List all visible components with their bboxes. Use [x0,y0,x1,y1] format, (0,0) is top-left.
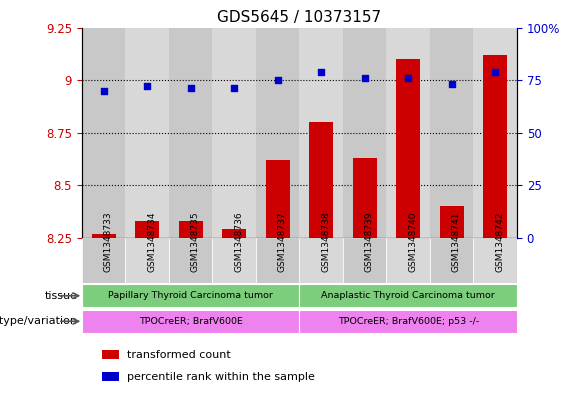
Point [186,85,195,92]
Bar [169,238,212,283]
Text: TPOCreER; BrafV600E; p53 -/-: TPOCreER; BrafV600E; p53 -/- [338,317,479,326]
Text: GSM1348736: GSM1348736 [234,211,243,272]
Bar [299,284,517,307]
Bar [125,238,169,283]
Bar [212,28,256,238]
Bar [440,206,464,238]
Point [229,85,238,92]
Text: GSM1348737: GSM1348737 [278,211,286,272]
Text: GSM1348740: GSM1348740 [408,211,417,272]
Text: GSM1348738: GSM1348738 [321,211,330,272]
Text: GSM1348733: GSM1348733 [104,211,112,272]
Bar [256,28,299,238]
Bar [386,28,430,238]
Bar [82,28,125,238]
Bar [256,238,299,283]
Point [316,68,325,75]
Text: GSM1348735: GSM1348735 [191,211,199,272]
Bar [82,238,125,283]
Bar [212,238,256,283]
Point [490,68,500,75]
Text: GSM1348742: GSM1348742 [495,211,504,272]
Bar [125,28,169,238]
Point [403,75,412,81]
Point [142,83,151,90]
Bar [430,28,473,238]
Bar [473,238,517,283]
Bar [396,59,420,238]
Bar [343,28,386,238]
Bar [102,350,119,360]
Bar [353,158,377,238]
Text: GSM1348741: GSM1348741 [452,211,460,272]
Title: GDS5645 / 10373157: GDS5645 / 10373157 [218,10,381,25]
Text: GSM1348739: GSM1348739 [365,211,373,272]
Bar [82,310,299,333]
Bar [179,221,203,238]
Bar [473,28,517,238]
Text: TPOCreER; BrafV600E: TPOCreER; BrafV600E [139,317,242,326]
Bar [222,230,246,238]
Bar [343,238,386,283]
Bar [299,28,343,238]
Bar [135,221,159,238]
Bar [299,310,517,333]
Bar [92,233,116,238]
Bar [169,28,212,238]
Bar [102,372,119,381]
Bar [483,55,507,238]
Bar [266,160,290,238]
Bar [386,238,430,283]
Point [447,81,457,87]
Text: genotype/variation: genotype/variation [0,316,77,326]
Text: transformed count: transformed count [127,350,231,360]
Bar [309,122,333,238]
Point [99,87,108,94]
Bar [299,238,343,283]
Bar [82,284,299,307]
Point [273,77,282,83]
Text: tissue: tissue [45,291,77,301]
Point [360,75,370,81]
Text: Anaplastic Thyroid Carcinoma tumor: Anaplastic Thyroid Carcinoma tumor [321,291,495,300]
Text: GSM1348734: GSM1348734 [147,211,156,272]
Text: percentile rank within the sample: percentile rank within the sample [127,372,315,382]
Bar [430,238,473,283]
Text: Papillary Thyroid Carcinoma tumor: Papillary Thyroid Carcinoma tumor [108,291,273,300]
